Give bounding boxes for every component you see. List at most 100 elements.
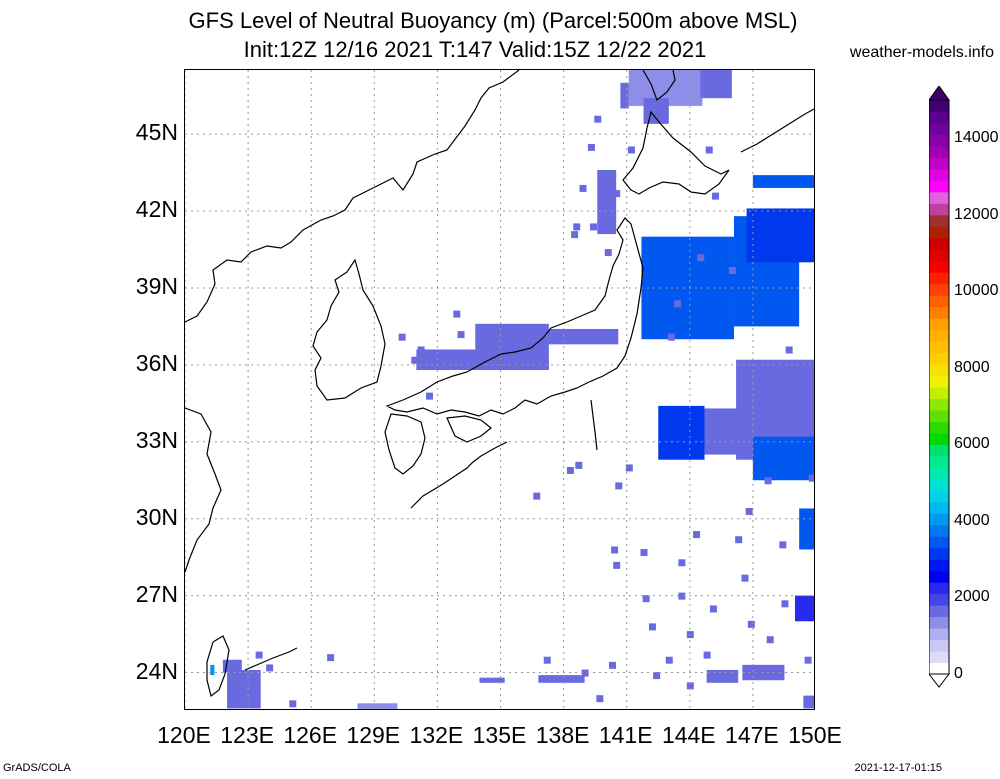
field-region-8 <box>641 236 734 340</box>
field-cell-39 <box>608 661 616 669</box>
colorbar-cell-3 <box>929 628 949 641</box>
field-cell-47 <box>575 461 583 469</box>
field-region-23 <box>538 675 585 683</box>
field-cell-56 <box>533 492 541 500</box>
colorbar-cell-1 <box>929 651 949 664</box>
colorbar-cell-5 <box>929 605 949 618</box>
colorbar-border <box>929 99 950 675</box>
field-cell-8 <box>613 190 621 198</box>
buoyancy-field-layer <box>210 70 814 709</box>
colorbar-cell-32 <box>929 295 949 308</box>
lon-tick-label: 144E <box>661 722 716 748</box>
colorbar-cell-45 <box>929 145 949 158</box>
colorbar-cell-15 <box>929 490 949 503</box>
colorbar-cell-18 <box>929 455 949 468</box>
colorbar-cell-4 <box>929 616 949 629</box>
colorbar-cell-38 <box>929 226 949 239</box>
field-region-20 <box>227 669 261 709</box>
field-cell-57 <box>640 549 648 557</box>
colorbar-cell-17 <box>929 467 949 480</box>
colorbar-cell-24 <box>929 387 949 399</box>
colorbar-cell-22 <box>929 409 949 422</box>
field-region-5 <box>700 70 732 99</box>
colorbar-cell-9 <box>929 559 949 572</box>
colorbar-label: 10000 <box>954 282 999 300</box>
colorbar-label: 12000 <box>954 205 999 223</box>
map-plot <box>185 70 814 709</box>
field-cell-2 <box>417 346 425 354</box>
field-cell-5 <box>411 356 419 364</box>
field-region-17 <box>742 664 785 681</box>
field-cell-14 <box>579 184 587 192</box>
colorbar-label: 8000 <box>954 358 990 376</box>
lat-tick-label: 30N <box>135 503 178 530</box>
colorbar-cell-33 <box>929 283 949 296</box>
field-cell-45 <box>625 464 633 472</box>
field-region-21 <box>222 659 242 673</box>
field-cell-22 <box>789 395 797 403</box>
lon-tick-label: 123E <box>220 722 274 748</box>
field-cell-21 <box>785 346 793 354</box>
lat-tick-label: 24N <box>135 657 178 684</box>
field-cell-15 <box>705 146 713 154</box>
field-cell-19 <box>667 333 675 341</box>
field-cell-38 <box>596 695 604 703</box>
field-region-7 <box>620 82 629 109</box>
colorbar-cell-28 <box>929 341 949 354</box>
colorbar-label: 14000 <box>954 129 999 147</box>
colorbar-cell-13 <box>929 513 949 526</box>
field-cell-0 <box>453 310 461 318</box>
lon-tick-label: 120E <box>157 722 211 748</box>
field-cell-40 <box>543 656 551 664</box>
lat-tick-label: 36N <box>135 349 178 376</box>
field-region-24 <box>479 677 505 683</box>
coastline-sakhalin <box>642 70 676 101</box>
field-region-3 <box>597 169 617 235</box>
coastline-ryukyu <box>410 441 508 509</box>
field-region-0 <box>475 323 549 370</box>
field-cell-29 <box>678 559 686 567</box>
field-cell-23 <box>808 474 814 482</box>
colorbar-cell-7 <box>929 582 949 595</box>
lat-tick-label: 39N <box>135 272 178 299</box>
lat-tick-label: 33N <box>135 426 178 453</box>
field-cell-37 <box>653 672 661 680</box>
chart-subtitle: Init:12Z 12/16 2021 T:147 Valid:15Z 12/2… <box>243 37 707 62</box>
field-region-10 <box>746 208 814 263</box>
colorbar-cell-0 <box>929 662 949 675</box>
colorbar-top-arrow <box>929 86 950 101</box>
colorbar-cell-10 <box>929 547 949 560</box>
field-region-15 <box>752 436 814 481</box>
colorbar-cell-30 <box>929 318 949 331</box>
colorbar-cell-8 <box>929 570 949 583</box>
coastline-izu <box>590 399 598 451</box>
field-cell-25 <box>735 536 743 544</box>
colorbar-cell-35 <box>929 260 949 273</box>
colorbar-cell-12 <box>929 524 949 537</box>
field-cell-13 <box>571 231 579 239</box>
colorbar <box>929 86 951 688</box>
field-cell-43 <box>764 477 772 485</box>
colorbar-cell-42 <box>929 180 949 193</box>
field-cell-9 <box>604 249 612 257</box>
colorbar-cell-27 <box>929 352 949 365</box>
field-cell-44 <box>804 656 812 664</box>
colorbar-cell-37 <box>929 237 949 250</box>
colorbar-bottom-arrow <box>929 673 951 688</box>
field-cell-17 <box>697 254 705 262</box>
chart-title: GFS Level of Neutral Buoyancy (m) (Parce… <box>188 8 798 33</box>
colorbar-cell-6 <box>929 593 949 606</box>
lon-tick-label: 135E <box>472 722 527 748</box>
colorbar-cell-31 <box>929 306 949 319</box>
lon-tick-label: 150E <box>788 722 842 748</box>
colorbar-cell-41 <box>929 191 949 204</box>
field-cell-48 <box>611 546 619 554</box>
field-cell-41 <box>581 669 589 677</box>
field-cell-54 <box>615 482 623 490</box>
lon-tick-label: 141E <box>598 722 653 748</box>
field-cell-20 <box>728 266 736 274</box>
field-cell-10 <box>590 223 598 231</box>
field-region-6 <box>643 98 669 124</box>
coastline-taiwan <box>206 635 230 698</box>
field-region-12 <box>658 405 705 460</box>
